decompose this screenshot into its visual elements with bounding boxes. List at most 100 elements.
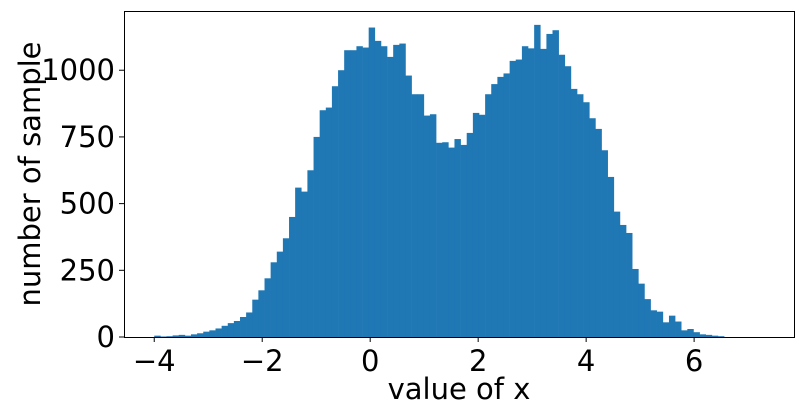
histogram-bars: [154, 24, 725, 338]
histogram-bar: [197, 333, 204, 337]
histogram-bar: [638, 283, 645, 337]
histogram-bar: [184, 335, 192, 337]
histogram-bar: [331, 86, 339, 337]
histogram-bar: [264, 278, 271, 337]
histogram-bar: [607, 176, 615, 337]
histogram-bar: [209, 330, 216, 337]
histogram-bar: [215, 328, 222, 337]
y-tick-label: 1000: [41, 53, 115, 87]
histogram-bar: [338, 70, 345, 337]
histogram-bar: [203, 331, 210, 337]
histogram-bar: [350, 50, 357, 337]
histogram-bar: [270, 262, 278, 337]
histogram-bar: [301, 191, 308, 337]
histogram-bar: [589, 118, 596, 338]
histogram-bar: [423, 115, 431, 337]
histogram-bar: [619, 224, 627, 337]
x-axis-ticks: −4 −2 0 2 4 6: [133, 337, 703, 378]
histogram-bar: [442, 142, 449, 337]
histogram-bar: [478, 114, 486, 337]
histogram-bar: [411, 94, 419, 337]
histogram-bar: [699, 334, 706, 337]
histogram-bar: [570, 88, 578, 338]
histogram-bar: [429, 114, 437, 338]
histogram-bar: [282, 238, 290, 337]
histogram-bar: [307, 170, 314, 337]
histogram-bar: [491, 84, 498, 337]
histogram-bar: [387, 56, 394, 337]
histogram-bar: [221, 325, 229, 337]
histogram-bar: [313, 136, 320, 337]
histogram-bar: [240, 316, 247, 337]
histogram-bar: [405, 75, 412, 337]
histogram-bar: [644, 299, 651, 337]
histogram-bar: [362, 47, 370, 338]
x-tick-label: 0: [361, 344, 379, 378]
histogram-bar: [650, 310, 657, 337]
histogram-bar: [681, 330, 688, 337]
histogram-bar: [552, 30, 559, 338]
y-tick-label: 750: [60, 120, 115, 154]
histogram-bar: [613, 211, 621, 337]
histogram-bar: [380, 46, 388, 338]
histogram-bar: [497, 76, 504, 337]
histogram-bar: [595, 128, 602, 337]
histogram-bar: [368, 27, 376, 337]
histogram-bar: [564, 66, 572, 337]
histogram-bar: [374, 40, 382, 337]
histogram-bar: [454, 139, 461, 337]
y-axis-ticks: 0 250 500 750 1000: [41, 53, 124, 354]
histogram-bar: [711, 335, 719, 337]
histogram-bar: [472, 112, 480, 337]
y-axis-label: number of sample: [13, 41, 47, 306]
histogram-bar: [325, 107, 333, 337]
x-tick-label: 2: [469, 344, 487, 378]
histogram-bar: [534, 24, 541, 338]
histogram-bar: [160, 336, 167, 337]
histogram-bar: [227, 323, 235, 337]
histogram-bar: [668, 315, 676, 337]
histogram-bar: [460, 144, 468, 337]
histogram-bar: [252, 299, 259, 337]
histogram-bar: [509, 60, 517, 337]
histogram-bar: [319, 110, 327, 338]
histogram-bar: [276, 251, 284, 337]
x-tick-label: −2: [241, 344, 284, 378]
histogram-bar: [417, 94, 425, 337]
histogram-bar: [191, 334, 198, 337]
histogram-bar: [289, 216, 296, 337]
histogram-bar: [528, 48, 535, 337]
x-tick-label: 6: [685, 344, 703, 378]
histogram-bar: [546, 33, 553, 337]
histogram-bar: [601, 150, 608, 337]
histogram-bar: [626, 232, 633, 337]
y-tick-label: 0: [97, 320, 115, 354]
histogram-bar: [577, 94, 584, 337]
histogram-bar: [583, 102, 590, 338]
histogram-bar: [233, 320, 241, 337]
histogram-bar: [662, 322, 670, 337]
histogram-bar: [154, 335, 161, 337]
histogram-bar: [540, 48, 547, 337]
histogram-bar: [246, 312, 253, 337]
x-tick-label: −4: [133, 344, 176, 378]
histogram-bar: [356, 46, 363, 338]
histogram-bar: [717, 336, 725, 337]
histogram-bar: [705, 334, 713, 337]
histogram-bar: [166, 336, 173, 337]
histogram-bar: [178, 334, 186, 337]
histogram-bar: [558, 54, 566, 337]
y-tick-label: 250: [60, 253, 115, 287]
histogram-bar: [295, 187, 302, 337]
histogram-bar: [693, 332, 700, 337]
x-axis-label: value of x: [388, 372, 531, 406]
histogram-bar: [466, 132, 474, 337]
histogram-bar: [521, 46, 529, 338]
histogram-bar: [503, 73, 510, 338]
axes-frame: [124, 11, 795, 338]
histogram-bar: [172, 335, 180, 337]
histogram-bar: [515, 59, 523, 338]
y-tick-label: 500: [60, 187, 115, 221]
